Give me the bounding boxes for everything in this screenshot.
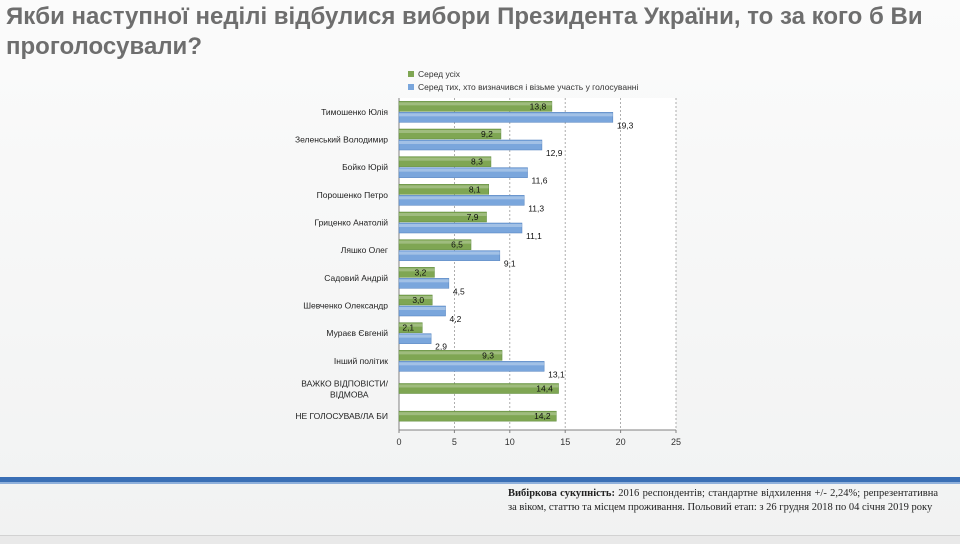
bar-highlight	[399, 157, 491, 161]
bar-highlight	[399, 168, 528, 172]
bar-decided-voters	[398, 112, 614, 123]
data-label-all: 9,3	[482, 350, 494, 360]
bar-highlight	[399, 268, 435, 272]
category-label: Мураєв Євгеній	[326, 328, 388, 338]
bar-decided-voters	[398, 305, 446, 317]
x-tick-label: 20	[616, 437, 626, 447]
bar-all-respondents	[398, 350, 503, 361]
bar-decided-voters	[398, 195, 525, 206]
x-tick-label: 15	[560, 437, 570, 447]
bar-all-respondents	[398, 322, 423, 333]
bar-highlight	[399, 323, 423, 327]
data-label-decided: 9,1	[504, 259, 516, 269]
data-label-decided: 2,9	[435, 342, 447, 352]
data-label-all: 8,1	[469, 184, 481, 194]
footnote-label: Вибіркова сукупність:	[508, 488, 615, 499]
bar-decided-voters	[398, 278, 450, 289]
bar-highlight	[399, 130, 501, 133]
bar-highlight	[399, 296, 433, 299]
footer-band	[0, 477, 960, 482]
legend-label: Серед усіх	[418, 69, 461, 79]
bar-decided-voters	[398, 333, 432, 344]
category-label: ВАЖКО ВІДПОВІСТИ/	[301, 379, 388, 389]
x-tick-label: 25	[671, 437, 681, 447]
data-label-all: 3,0	[412, 295, 424, 305]
plot-area	[399, 98, 676, 430]
bar-all-respondents	[398, 128, 502, 140]
bar-highlight	[399, 240, 472, 244]
data-label-all: 6,5	[451, 240, 463, 250]
category-label: Гриценко Анатолій	[314, 218, 388, 228]
bar-all-respondents	[398, 184, 489, 195]
category-label: Садовий Андрій	[324, 273, 388, 283]
bar-highlight	[399, 412, 557, 416]
category-label: Ляшко Олег	[341, 245, 388, 255]
bar-highlight	[399, 384, 559, 388]
category-label: Інший політик	[334, 356, 388, 366]
data-label-decided: 11,6	[532, 176, 548, 186]
data-label-all: 13,8	[530, 101, 547, 111]
bar-highlight	[399, 251, 500, 255]
bar-highlight	[399, 102, 552, 106]
legend-swatch	[408, 84, 414, 90]
bar-all-respondents	[398, 267, 435, 278]
bar-decided-voters	[398, 167, 528, 178]
bar-all-respondents	[398, 156, 492, 167]
bar-highlight	[399, 141, 542, 144]
data-label-decided: 13,1	[548, 369, 565, 379]
data-label-all: 8,3	[471, 157, 483, 167]
data-label-all: 3,2	[415, 267, 427, 277]
data-label-all: 7,9	[467, 212, 479, 222]
chart-container: 0 5 10 15 20 25 Серед усіх Серед тих, хто визна…	[295, 69, 681, 447]
data-label-decided: 4,2	[450, 314, 462, 324]
bar-decided-voters	[398, 250, 501, 261]
data-label-decided: 12,9	[546, 148, 563, 158]
bar-highlight	[399, 307, 446, 310]
chart-title: Якби наступної неділі відбулися вибори П…	[6, 3, 923, 60]
data-label-decided: 11,1	[526, 231, 542, 241]
bar-highlight	[399, 213, 487, 216]
legend-swatch	[408, 71, 414, 77]
data-label-all: 14,4	[536, 384, 553, 394]
category-label: НЕ ГОЛОСУВАВ/ЛА БИ	[295, 411, 388, 421]
poll-bar-chart: 0 5 10 15 20 25 Серед усіх Серед тих, хто визна…	[295, 69, 681, 447]
footnote-text: 2016 респондентів; стандартне відхилення…	[508, 488, 938, 513]
bar-all-respondents	[398, 211, 487, 223]
bar-highlight	[399, 351, 503, 355]
bar-highlight	[399, 334, 432, 338]
bar-all-respondents	[398, 101, 553, 112]
bar-decided-voters	[398, 361, 545, 372]
bar-all-respondents	[398, 239, 472, 250]
bar-highlight	[399, 279, 449, 283]
bar-highlight	[399, 113, 613, 117]
category-label: Бойко Юрій	[342, 162, 388, 172]
footer-band-light	[0, 482, 960, 484]
bar-all-respondents	[398, 383, 559, 394]
x-tick-label: 10	[505, 437, 515, 447]
bar-all-respondents	[398, 294, 433, 306]
bar-decided-voters	[398, 139, 543, 151]
bottom-strip	[0, 535, 960, 544]
x-tick-label: 0	[396, 437, 401, 447]
category-label: Зеленський Володимир	[295, 135, 388, 145]
bar-all-respondents	[398, 410, 557, 422]
data-label-all: 2,1	[402, 323, 414, 333]
bar-decided-voters	[398, 222, 523, 234]
category-label: Шевченко Олександр	[303, 301, 388, 311]
legend-label: Серед тих, хто визначився і візьме участ…	[418, 82, 638, 92]
category-label: Тимошенко Юлія	[321, 107, 388, 117]
category-label: Порошенко Петро	[317, 190, 389, 200]
bar-highlight	[399, 185, 489, 189]
data-label-all: 9,2	[481, 129, 493, 139]
data-label-decided: 19,3	[617, 120, 634, 130]
data-label-all: 14,2	[534, 411, 551, 421]
category-label: ВІДМОВА	[330, 390, 369, 400]
bar-highlight	[399, 362, 545, 366]
data-label-decided: 4,5	[453, 286, 465, 296]
sample-footnote: Вибіркова сукупність: 2016 респондентів;…	[508, 487, 938, 514]
bar-highlight	[399, 196, 525, 200]
x-tick-label: 5	[452, 437, 457, 447]
data-label-decided: 11,3	[528, 203, 544, 213]
bar-highlight	[399, 224, 522, 227]
